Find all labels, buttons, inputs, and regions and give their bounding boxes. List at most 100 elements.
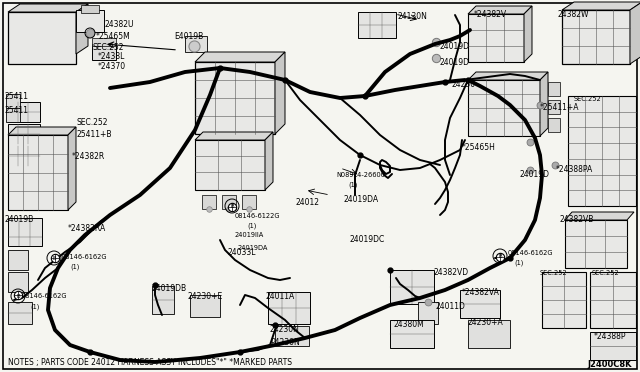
Text: 08146-6162G: 08146-6162G [508,250,554,256]
Text: SEC.252: SEC.252 [592,270,620,276]
Text: B: B [52,256,56,260]
Text: 08146-6122G: 08146-6122G [235,213,280,219]
Polygon shape [265,132,273,190]
Bar [548,118,560,132]
Text: *24388P: *24388P [594,332,627,341]
Text: B: B [16,294,20,298]
Text: (1): (1) [247,222,257,228]
Text: 24019IIA: 24019IIA [235,232,264,238]
Text: J2400C8K: J2400C8K [588,360,632,369]
Text: 24382VB: 24382VB [560,215,595,224]
Bar [468,14,524,62]
Text: *25465M: *25465M [96,32,131,41]
Text: *24382V: *24382V [474,10,507,19]
Text: 08146-6162G: 08146-6162G [22,293,67,299]
Text: 24382VD: 24382VD [434,268,469,277]
Text: 24019D: 24019D [520,170,550,179]
Text: B: B [230,203,234,208]
Text: 24230+A: 24230+A [468,318,504,327]
Bar [190,295,220,317]
Polygon shape [195,52,285,62]
Polygon shape [8,127,76,135]
Bar [568,96,636,206]
Bar [390,270,434,304]
Polygon shape [562,2,640,10]
Polygon shape [76,4,88,54]
Bar [590,332,636,360]
Text: *24370: *24370 [98,62,126,71]
Text: 24019D: 24019D [440,58,470,67]
Text: 24033L: 24033L [228,248,257,257]
Text: *24382R: *24382R [72,152,105,161]
Bar [6,94,20,108]
Text: P4230N: P4230N [270,338,300,347]
Text: 24382W: 24382W [558,10,589,19]
Text: (1): (1) [348,181,357,187]
Text: 24380M: 24380M [394,320,425,329]
Text: 24011D: 24011D [436,302,466,311]
Bar [242,195,256,209]
Text: 24230N: 24230N [270,325,300,334]
Bar [8,250,28,270]
Bar [358,12,396,38]
Bar [562,10,630,64]
Polygon shape [524,6,532,62]
Text: 24230: 24230 [452,80,476,89]
Polygon shape [8,4,88,12]
Text: 24019DA: 24019DA [238,245,268,251]
Bar [8,146,40,166]
Bar [185,36,207,52]
Bar [565,220,627,268]
Text: *25465H: *25465H [462,143,496,152]
Bar [195,62,275,134]
Bar [6,108,20,122]
Text: 24019D: 24019D [440,42,470,51]
Bar [460,290,500,318]
Bar [8,272,28,292]
Text: 24019DA: 24019DA [344,195,379,204]
Bar [418,302,438,324]
Text: 25411+B: 25411+B [76,130,111,139]
Text: *24382RA: *24382RA [68,224,106,233]
Text: SEC.252: SEC.252 [574,96,602,102]
Polygon shape [540,72,548,136]
Text: 24012: 24012 [296,198,320,207]
Text: 24011A: 24011A [266,292,295,301]
Bar [548,100,560,114]
Text: 25411: 25411 [4,106,28,115]
Bar [268,292,310,324]
Text: *25411+A: *25411+A [540,103,579,112]
Polygon shape [468,6,532,14]
Text: 24019DC: 24019DC [350,235,385,244]
Bar [590,272,636,328]
Text: (1): (1) [70,263,79,269]
Text: 24382U: 24382U [104,20,134,29]
Polygon shape [468,72,548,80]
Text: 25411: 25411 [4,92,28,101]
Polygon shape [68,127,76,210]
Text: 24019B: 24019B [4,215,33,224]
Text: SEC.252: SEC.252 [540,270,568,276]
Text: *24382VA: *24382VA [462,288,500,297]
Bar [468,80,540,136]
Polygon shape [630,2,640,64]
Text: SEC.252: SEC.252 [76,118,108,127]
Bar [202,195,216,209]
Bar [8,124,40,144]
Text: B: B [498,253,502,259]
Text: N089L4-26600: N089L4-26600 [336,172,385,178]
Bar [542,272,586,328]
Bar [92,44,116,60]
Bar [8,218,42,246]
Bar [390,320,434,348]
Text: (1): (1) [30,303,40,310]
Text: SEC.252: SEC.252 [92,43,124,52]
Bar [92,38,116,46]
Bar [222,195,236,209]
Text: 08146-6162G: 08146-6162G [62,254,108,260]
Bar [8,12,76,64]
Text: 24130N: 24130N [398,12,428,21]
Polygon shape [275,52,285,134]
Bar [195,140,265,190]
Text: (1): (1) [514,260,524,266]
